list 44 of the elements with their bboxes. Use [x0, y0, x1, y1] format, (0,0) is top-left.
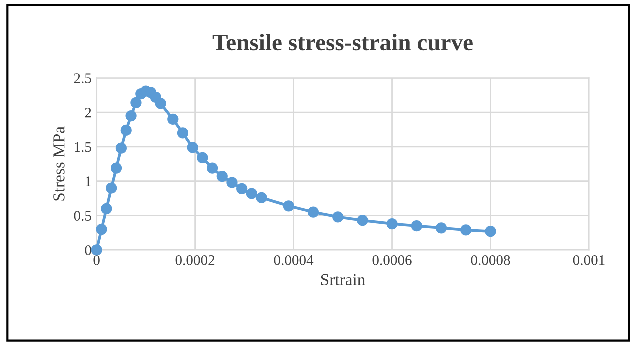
y-tick-label: 2.5 — [74, 74, 92, 84]
point — [206, 162, 218, 174]
y-tick-label: 1.5 — [75, 142, 92, 152]
x-axis-title: Srtrain — [321, 274, 366, 286]
point — [386, 218, 398, 230]
point — [187, 142, 198, 154]
x-tick-label: 0 — [94, 255, 100, 266]
point — [436, 222, 448, 234]
point — [308, 206, 320, 218]
point — [168, 114, 179, 126]
chart-title: Tensile stress-strain curve — [212, 34, 473, 51]
point — [116, 142, 127, 154]
point — [101, 203, 112, 214]
point — [357, 215, 368, 226]
x-tick-label: 0.0004 — [274, 255, 314, 266]
point — [177, 128, 189, 139]
point — [411, 220, 422, 232]
point — [283, 200, 294, 212]
x-tick-label: 0.0006 — [372, 255, 412, 266]
point — [120, 124, 132, 136]
point — [485, 226, 496, 238]
y-tick-label: 2 — [85, 108, 92, 118]
x-tick-label: 0.0002 — [176, 255, 215, 266]
point — [246, 188, 258, 200]
point — [460, 224, 472, 236]
point — [126, 110, 137, 122]
x-tick-label: 0.0008 — [471, 255, 510, 266]
point — [216, 171, 228, 182]
point — [236, 183, 248, 194]
point — [155, 98, 166, 110]
point — [110, 162, 122, 174]
point — [96, 224, 108, 236]
y-axis-title: Stress MPa — [54, 126, 65, 201]
point — [197, 152, 208, 164]
point — [130, 97, 142, 109]
point — [256, 192, 268, 204]
point — [332, 212, 344, 223]
point — [226, 177, 238, 188]
x-tick-label: 0.001 — [573, 255, 605, 266]
point — [91, 244, 102, 256]
point — [106, 182, 118, 194]
y-tick-label: 0.5 — [74, 211, 92, 222]
y-tick-label: 0 — [85, 246, 92, 256]
y-tick-label: 1 — [86, 176, 92, 186]
